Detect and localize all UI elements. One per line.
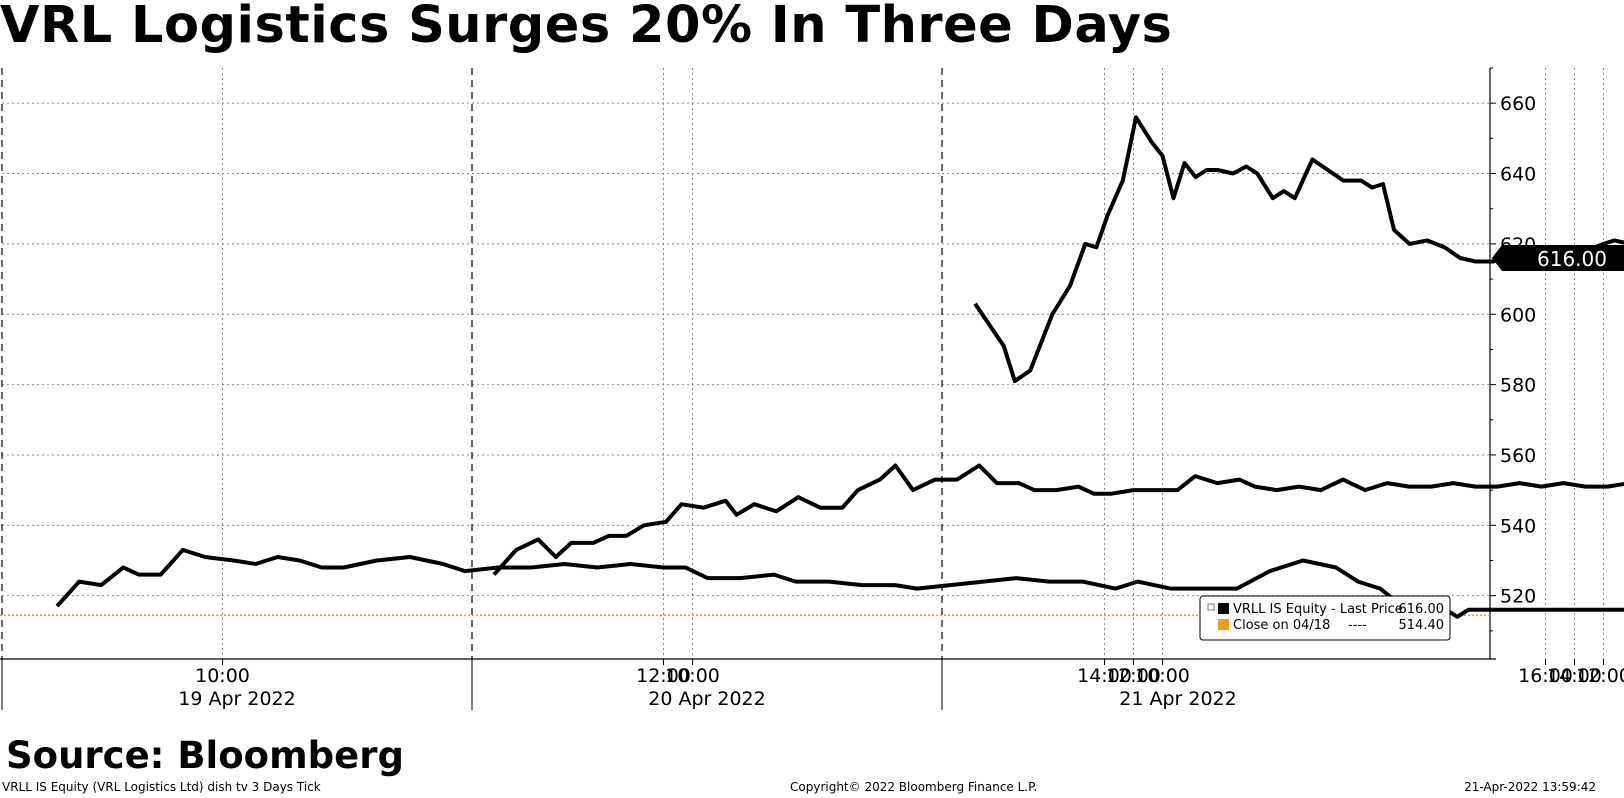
- legend-swatch: [1218, 619, 1229, 630]
- footer-copyright: Copyright© 2022 Bloomberg Finance L.P.: [790, 780, 1038, 794]
- y-tick-label: 540: [1500, 515, 1536, 537]
- chart-title: VRL Logistics Surges 20% In Three Days: [0, 0, 1173, 55]
- x-tick-label: 10:00: [195, 665, 250, 687]
- x-tick-label: 10:00: [1135, 665, 1190, 687]
- source-label: Source: Bloomberg: [6, 734, 404, 777]
- y-tick-label: 660: [1500, 93, 1536, 115]
- footer-security-description: VRLL IS Equity (VRL Logistics Ltd) dish …: [2, 780, 321, 794]
- legend-series-name: Close on 04/18: [1233, 618, 1330, 633]
- y-tick-label: 640: [1500, 164, 1536, 186]
- last-price-badge-label: 616.00: [1537, 247, 1607, 271]
- x-tick-label: 16:00: [1518, 665, 1573, 687]
- legend-series-name: VRLL IS Equity - Last Price: [1233, 602, 1403, 617]
- price-series-line: [55, 547, 1624, 619]
- x-date-label: 20 Apr 2022: [648, 688, 765, 710]
- legend-dashes: ----: [1348, 618, 1367, 633]
- y-tick-label: 520: [1500, 586, 1536, 608]
- footer-timestamp: 21-Apr-2022 13:59:42: [1464, 780, 1596, 794]
- last-price-badge: [1492, 244, 1624, 271]
- legend-collapse-icon: [1207, 603, 1215, 611]
- price-series-line: [492, 463, 1624, 576]
- x-date-label: 19 Apr 2022: [178, 688, 295, 710]
- legend-series-value: 514.40: [1399, 618, 1445, 633]
- legend-box: [1199, 595, 1451, 641]
- legend-swatch: [1218, 603, 1229, 614]
- y-tick-label: 600: [1500, 304, 1536, 326]
- x-tick-label: 12:00: [1106, 665, 1161, 687]
- price-series-line: [973, 115, 1624, 384]
- y-tick-label: 580: [1500, 375, 1536, 397]
- x-tick-label: 14:00: [1077, 665, 1132, 687]
- x-tick-label: 14:00: [1547, 665, 1602, 687]
- legend-series-value: 616.00: [1399, 602, 1445, 617]
- x-tick-label: 12:00: [636, 665, 691, 687]
- y-tick-label: 560: [1500, 445, 1536, 467]
- x-date-label: 21 Apr 2022: [1119, 688, 1236, 710]
- x-tick-label: 12:00: [1576, 665, 1624, 687]
- x-tick-label: 10:00: [665, 665, 720, 687]
